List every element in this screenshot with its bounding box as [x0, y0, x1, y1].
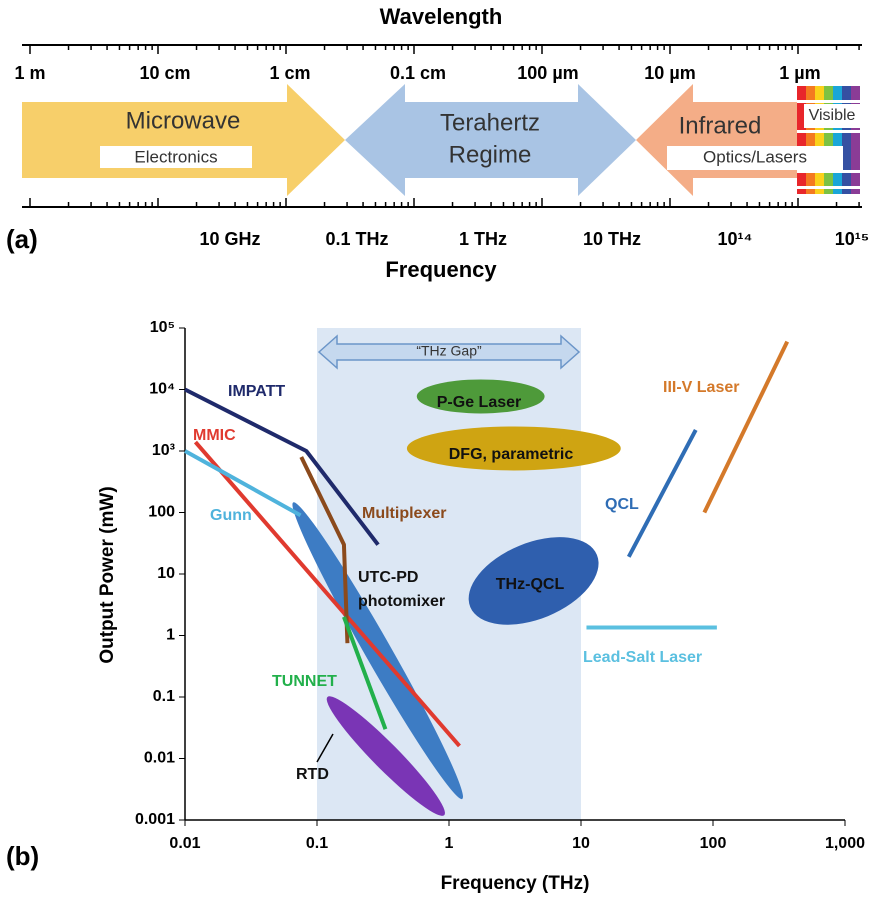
frequency-label: 10¹⁵ — [835, 229, 869, 249]
x-tick-label: 1,000 — [825, 835, 865, 852]
series-label: TUNNET — [272, 673, 337, 690]
band-label: Microwave — [126, 107, 241, 134]
panel-label: (b) — [6, 841, 39, 871]
frequency-label: 1 THz — [459, 229, 507, 249]
y-tick-label: 1 — [166, 627, 175, 644]
y-axis-label: Output Power (mW) — [97, 486, 118, 663]
series-label: IMPATT — [228, 383, 285, 400]
region — [468, 537, 599, 625]
stripe-gap — [797, 186, 860, 189]
series-label: III-V Laser — [663, 379, 739, 396]
band-sublabel: Optics/Lasers — [703, 147, 807, 166]
series-line — [193, 440, 461, 748]
region — [406, 426, 621, 471]
band-label: Regime — [449, 141, 532, 168]
region-label: DFG, parametric — [449, 446, 574, 463]
series-label: Gunn — [210, 507, 252, 524]
x-tick-label: 0.1 — [306, 835, 328, 852]
region — [326, 696, 445, 816]
x-tick-label: 0.01 — [169, 835, 200, 852]
y-tick-label: 10³ — [152, 442, 175, 459]
wavelength-label: 1 µm — [779, 63, 820, 83]
frequency-label: 10 GHz — [199, 229, 260, 249]
visible-strip — [797, 86, 860, 194]
series-label: Lead-Salt Laser — [583, 649, 702, 666]
region-label: P-Ge Laser — [437, 394, 521, 411]
gap-label: “THz Gap” — [416, 343, 482, 359]
color-stripe — [833, 86, 842, 194]
region-label: UTC-PD — [358, 569, 418, 586]
color-stripe — [806, 86, 815, 194]
band-label: Infrared — [679, 112, 762, 139]
y-tick-label: 0.01 — [144, 750, 175, 767]
wavelength-label: 10 cm — [139, 63, 190, 83]
frequency-label: 10 THz — [583, 229, 641, 249]
series-line — [626, 429, 698, 558]
color-stripe — [851, 86, 860, 194]
region-label: THz-QCL — [496, 576, 565, 593]
region-label: RTD — [296, 766, 329, 783]
series-line — [702, 340, 790, 514]
y-tick-label: 100 — [148, 504, 175, 521]
wavelength-label: 100 µm — [517, 63, 578, 83]
color-stripe — [815, 86, 824, 194]
color-stripe — [824, 86, 833, 194]
x-axis-label: Frequency (THz) — [441, 873, 590, 894]
series-line — [184, 449, 302, 518]
series-label: Multiplexer — [362, 505, 446, 522]
stripe-gap — [797, 100, 860, 103]
wavelength-label: 10 µm — [644, 63, 695, 83]
label-box — [100, 146, 252, 168]
panel-label: (a) — [6, 224, 38, 254]
pointer — [316, 733, 334, 763]
x-tick-label: 100 — [700, 835, 727, 852]
frequency-title: Frequency — [385, 257, 497, 282]
frequency-label: 10¹⁴ — [718, 229, 753, 249]
terahertz-arrow — [345, 84, 636, 196]
color-stripe — [842, 86, 851, 194]
region-label: photomixer — [358, 593, 445, 610]
band-label: Visible — [809, 107, 856, 124]
wavelength-title: Wavelength — [380, 4, 503, 29]
y-tick-label: 0.1 — [153, 688, 175, 705]
stripe-gap — [797, 130, 860, 133]
series-label: QCL — [605, 496, 639, 513]
label-box — [667, 146, 843, 170]
band-label: Terahertz — [440, 109, 540, 136]
series-label: MMIC — [193, 427, 236, 444]
region — [416, 379, 545, 414]
series-line — [342, 616, 388, 730]
microwave-arrow — [22, 84, 345, 196]
y-tick-label: 0.001 — [135, 811, 175, 828]
x-tick-label: 10 — [572, 835, 590, 852]
gap-arrow — [317, 334, 581, 370]
wavelength-label: 1 cm — [269, 63, 310, 83]
y-tick-label: 10⁴ — [149, 381, 175, 398]
y-tick-label: 10 — [157, 565, 175, 582]
series-line — [299, 456, 350, 644]
series-line — [184, 387, 380, 546]
band-sublabel: Electronics — [134, 147, 217, 166]
color-stripe — [797, 86, 806, 194]
wavelength-label: 0.1 cm — [390, 63, 446, 83]
x-tick-label: 1 — [445, 835, 454, 852]
y-tick-label: 10⁵ — [150, 319, 175, 336]
label-box — [804, 104, 860, 128]
frequency-label: 0.1 THz — [325, 229, 388, 249]
infrared-arrow — [636, 84, 800, 196]
wavelength-label: 1 m — [14, 63, 45, 83]
stripe-gap — [797, 170, 860, 173]
